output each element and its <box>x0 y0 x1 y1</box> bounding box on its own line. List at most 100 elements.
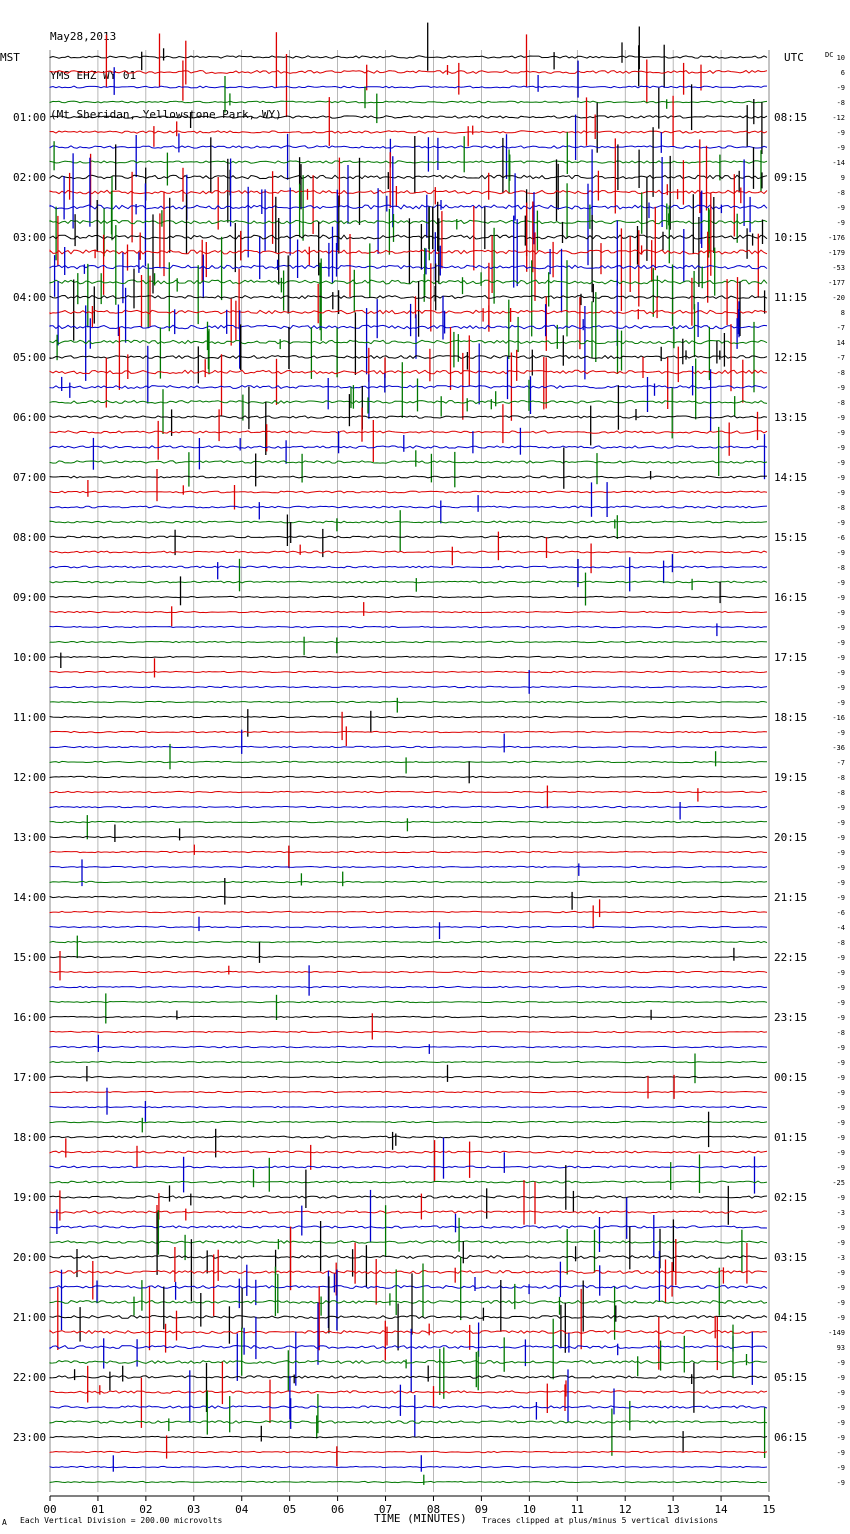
x-tick-label: 13 <box>667 1503 680 1516</box>
dc-offset: -36 <box>832 744 845 752</box>
dc-offset: -9 <box>837 969 845 977</box>
dc-offset: -9 <box>837 579 845 587</box>
trace-36 <box>49 595 768 599</box>
dc-offset: -8 <box>837 1029 845 1037</box>
mst-hour-label: 13:00 <box>13 831 46 844</box>
x-tick-label: 01 <box>91 1503 104 1516</box>
trace-95 <box>49 1480 768 1484</box>
utc-hour-label: 01:15 <box>774 1131 807 1144</box>
dc-offset: -9 <box>837 1149 845 1157</box>
trace-65 <box>49 1030 768 1034</box>
trace-43 <box>49 700 768 704</box>
dc-offset: -9 <box>837 1359 845 1367</box>
trace-68 <box>49 1075 768 1079</box>
mst-hour-label: 14:00 <box>13 891 46 904</box>
trace-5 <box>49 130 768 134</box>
right-timezone-label: UTC <box>784 51 804 64</box>
trace-49 <box>49 790 768 794</box>
dc-offset: -9 <box>837 84 845 92</box>
dc-offset: -8 <box>837 189 845 197</box>
trace-59 <box>49 940 768 944</box>
dc-offset: -3 <box>837 1254 845 1262</box>
trace-7 <box>49 160 768 164</box>
dc-offset: -9 <box>837 639 845 647</box>
mst-hour-label: 02:00 <box>13 171 46 184</box>
trace-9 <box>49 189 768 195</box>
mst-hour-label: 10:00 <box>13 651 46 664</box>
trace-82 <box>49 1284 768 1290</box>
dc-offset: -9 <box>837 1449 845 1457</box>
dc-offset: -9 <box>837 219 845 227</box>
dc-offset: -9 <box>837 609 845 617</box>
trace-8 <box>49 174 768 180</box>
dc-offset: -8 <box>837 369 845 377</box>
x-tick-label: 09 <box>475 1503 488 1516</box>
x-tick-label: 02 <box>139 1503 152 1516</box>
dc-offset: -25 <box>832 1179 845 1187</box>
dc-offset: -8 <box>837 774 845 782</box>
trace-53 <box>49 850 767 854</box>
trace-56 <box>49 895 768 899</box>
dc-offset: -9 <box>837 1074 845 1082</box>
dc-offset: -9 <box>837 834 845 842</box>
trace-23 <box>49 399 768 405</box>
x-tick-label: 00 <box>43 1503 56 1516</box>
dc-offset: -6 <box>837 534 845 542</box>
trace-20 <box>49 354 768 360</box>
x-tick-label: 07 <box>379 1503 392 1516</box>
x-tick-label: 04 <box>235 1503 249 1516</box>
dc-offset: -9 <box>837 1284 845 1292</box>
dc-offset: -9 <box>837 1194 845 1202</box>
dc-offset: -8 <box>837 939 845 947</box>
trace-25 <box>49 430 768 434</box>
trace-93 <box>49 1450 768 1454</box>
dc-offset: -6 <box>837 909 845 917</box>
trace-18 <box>49 324 768 330</box>
dc-offset: -16 <box>832 714 845 722</box>
trace-75 <box>49 1180 768 1184</box>
dc-offset: -9 <box>837 519 845 527</box>
trace-11 <box>49 219 768 225</box>
dc-offset: -8 <box>837 789 845 797</box>
dc-offset: -9 <box>837 1314 845 1322</box>
trace-54 <box>49 865 768 869</box>
footer-scale-note: Each Vertical Division = 200.00 microvol… <box>20 1516 222 1525</box>
dc-offset: -8 <box>837 564 845 572</box>
trace-90 <box>49 1405 768 1409</box>
trace-2 <box>49 85 767 89</box>
dc-offset: 8 <box>841 309 845 317</box>
dc-offset: -9 <box>837 1389 845 1397</box>
dc-offset: -9 <box>837 1374 845 1382</box>
utc-hour-label: 08:15 <box>774 111 807 124</box>
x-tick-label: 03 <box>187 1503 200 1516</box>
dc-offset: -9 <box>837 444 845 452</box>
dc-offset: -9 <box>837 699 845 707</box>
trace-58 <box>49 925 768 929</box>
trace-24 <box>49 415 768 419</box>
dc-offset: -9 <box>837 1464 845 1472</box>
trace-29 <box>49 490 768 494</box>
dc-offset: 10 <box>837 54 845 62</box>
dc-offset: -177 <box>828 279 845 287</box>
trace-94 <box>49 1465 768 1469</box>
mst-hour-label: 09:00 <box>13 591 46 604</box>
trace-63 <box>49 1000 768 1004</box>
trace-78 <box>49 1225 768 1229</box>
trace-66 <box>49 1045 768 1049</box>
utc-hour-label: 22:15 <box>774 951 807 964</box>
trace-72 <box>49 1135 768 1139</box>
seismic-traces <box>49 22 768 1485</box>
trace-46 <box>49 745 768 749</box>
trace-79 <box>49 1240 768 1244</box>
trace-10 <box>49 204 768 210</box>
trace-19 <box>49 339 768 345</box>
trace-44 <box>49 715 768 719</box>
mst-hour-label: 22:00 <box>13 1371 46 1384</box>
mst-hour-label: 19:00 <box>13 1191 46 1204</box>
dc-offset: -8 <box>837 399 845 407</box>
mst-hour-label: 23:00 <box>13 1431 46 1444</box>
dc-offset: -9 <box>837 669 845 677</box>
trace-3 <box>49 100 768 104</box>
title-date: May28,2013 <box>50 30 117 43</box>
dc-offset: -9 <box>837 984 845 992</box>
